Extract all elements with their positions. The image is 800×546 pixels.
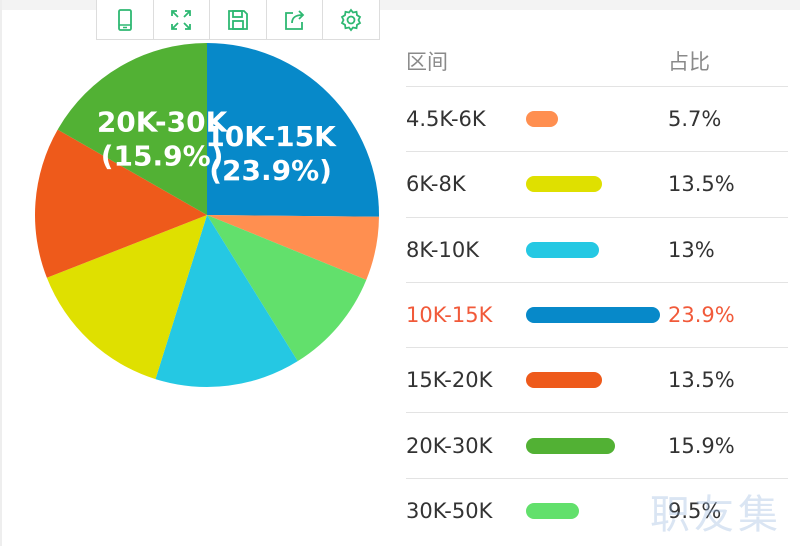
save-icon: [228, 9, 248, 30]
pie-slice-10K-15K[interactable]: [207, 43, 379, 217]
table-row[interactable]: 30K-50K 9.5%: [406, 479, 788, 544]
table-row[interactable]: 8K-10K 13%: [406, 218, 788, 283]
bar-cell: [526, 241, 668, 259]
slice-label-pct: (23.9%): [209, 154, 332, 187]
pct-value: 15.9%: [668, 433, 735, 458]
pie-chart: 10K-15K (23.9%) 20K-30K (15.9%): [30, 40, 390, 400]
value-bar: [526, 307, 660, 324]
value-bar: [526, 241, 599, 258]
pct-value: 13%: [668, 237, 715, 262]
range-label: 10K-15K: [406, 303, 493, 328]
pie-slice-20K-30K[interactable]: [57, 43, 207, 215]
pct-value: 13.5%: [668, 172, 735, 197]
table-row[interactable]: 10K-15K 23.9%: [406, 283, 788, 349]
phone-view-button[interactable]: [97, 0, 154, 39]
legend-table: 区间 占比 4.5K-6K 5.7% 6K-8K 13.5% 8K-10K 13% 10K-…: [406, 36, 788, 544]
pct-value: 5.7%: [668, 107, 722, 132]
range-label: 15K-20K: [406, 368, 493, 393]
share-button[interactable]: [267, 0, 324, 39]
fullscreen-button[interactable]: [154, 0, 211, 39]
bar-cell: [526, 306, 668, 324]
pie-slice-6K-8K[interactable]: [46, 215, 208, 380]
table-rows: 4.5K-6K 5.7% 6K-8K 13.5% 8K-10K 13% 10K-15K 23.…: [406, 87, 788, 544]
share-icon: [284, 9, 304, 30]
range-label: 30K-50K: [406, 499, 493, 524]
settings-button[interactable]: [323, 0, 379, 39]
range-label: 20K-30K: [406, 433, 493, 458]
slice-label-pct: (15.9%): [101, 140, 224, 173]
pct-value: 23.9%: [668, 303, 735, 328]
pct-value: 13.5%: [668, 368, 735, 393]
settings-icon: [340, 8, 362, 31]
pie-slice-8K-10K[interactable]: [155, 215, 298, 388]
table-header: 区间 占比: [406, 36, 788, 87]
range-label: 4.5K-6K: [406, 107, 486, 132]
bar-cell: [526, 502, 668, 520]
table-row[interactable]: 4.5K-6K 5.7%: [406, 87, 788, 153]
phone-view-icon: [117, 8, 132, 31]
value-bar: [526, 503, 580, 520]
table-row[interactable]: 20K-30K 15.9%: [406, 413, 788, 479]
bar-cell: [526, 110, 668, 128]
left-border: [0, 0, 2, 546]
watermark: 职友集: [650, 492, 782, 538]
pie-slice-4.5K-6K[interactable]: [207, 215, 379, 280]
top-strip: [0, 0, 800, 10]
table-row[interactable]: 15K-20K 13.5%: [406, 348, 788, 414]
pie-slice-30K-50K[interactable]: [207, 215, 367, 362]
range-label: 6K-8K: [406, 172, 466, 197]
pie-slice-15K-20K[interactable]: [35, 129, 208, 278]
fullscreen-icon: [171, 9, 192, 30]
chart-toolbar: [96, 0, 380, 40]
pct-value: 9.5%: [668, 499, 722, 524]
range-label: 8K-10K: [406, 237, 479, 262]
header-range: 区间: [406, 50, 448, 74]
slice-label-name: 10K-15K: [205, 120, 337, 153]
slice-label-name: 20K-30K: [97, 106, 229, 139]
value-bar: [526, 111, 558, 128]
bar-cell: [526, 175, 668, 193]
bar-cell: [526, 371, 668, 389]
value-bar: [526, 176, 602, 193]
table-row[interactable]: 6K-8K 13.5%: [406, 152, 788, 218]
header-pct: 占比: [668, 50, 710, 74]
value-bar: [526, 372, 602, 389]
value-bar: [526, 437, 616, 454]
pie-chart-svg: 10K-15K(23.9%) 20K-30K(15.9%): [35, 43, 379, 388]
save-button[interactable]: [210, 0, 267, 39]
bar-cell: [526, 437, 668, 455]
